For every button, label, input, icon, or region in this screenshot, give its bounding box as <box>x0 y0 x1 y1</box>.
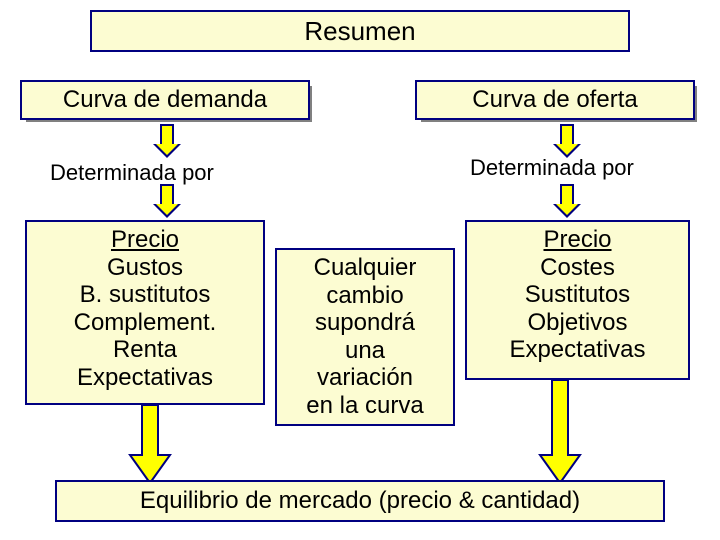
determinada-left: Determinada por <box>50 160 214 186</box>
long-arrow-right-icon <box>530 380 590 485</box>
center-l2: cambio <box>277 282 453 310</box>
center-l3: supondrá <box>277 309 453 337</box>
center-box: Cualquier cambio supondrá una variación … <box>275 248 455 426</box>
arrow-down-icon <box>160 124 174 158</box>
factor-renta: Renta <box>27 336 263 364</box>
demanda-box: Curva de demanda <box>20 80 310 120</box>
center-l5: variación <box>277 364 453 392</box>
oferta-label: Curva de oferta <box>472 86 637 113</box>
factor-precio-o: Precio <box>467 226 688 254</box>
factor-sustitutos: B. sustitutos <box>27 281 263 309</box>
center-l4: una <box>277 337 453 365</box>
oferta-box: Curva de oferta <box>415 80 695 120</box>
factor-objetivos: Objetivos <box>467 309 688 337</box>
factor-complement: Complement. <box>27 309 263 337</box>
title-text: Resumen <box>304 16 415 46</box>
arrow-down-icon <box>160 184 174 218</box>
factor-precio: Precio <box>27 226 263 254</box>
factor-expectativas: Expectativas <box>27 364 263 392</box>
factor-expectativas-o: Expectativas <box>467 336 688 364</box>
oferta-factors-box: Precio Costes Sustitutos Objetivos Expec… <box>465 220 690 380</box>
equilibrio-text: Equilibrio de mercado (precio & cantidad… <box>140 487 580 514</box>
factor-sustitutos-o: Sustitutos <box>467 281 688 309</box>
arrow-down-icon <box>560 124 574 158</box>
determinada-right: Determinada por <box>470 155 634 181</box>
center-l6: en la curva <box>277 392 453 420</box>
demanda-label: Curva de demanda <box>63 86 267 113</box>
factor-costes: Costes <box>467 254 688 282</box>
center-l1: Cualquier <box>277 254 453 282</box>
demanda-factors-box: Precio Gustos B. sustitutos Complement. … <box>25 220 265 405</box>
title-box: Resumen <box>90 10 630 52</box>
factor-gustos: Gustos <box>27 254 263 282</box>
arrow-down-icon <box>560 184 574 218</box>
long-arrow-left-icon <box>120 405 180 485</box>
equilibrio-box: Equilibrio de mercado (precio & cantidad… <box>55 480 665 522</box>
